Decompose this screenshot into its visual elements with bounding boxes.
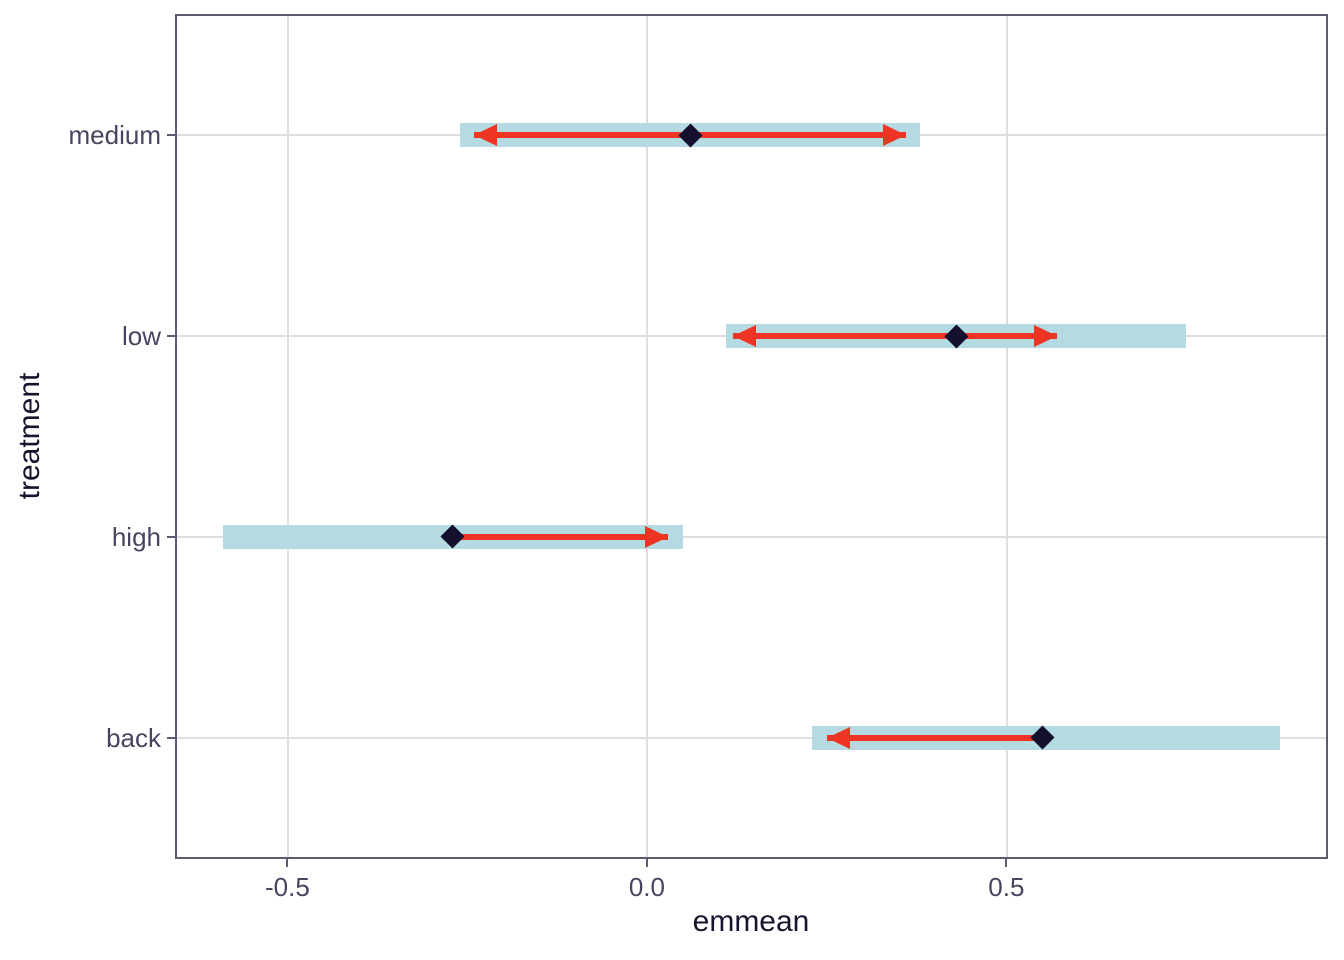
y-axis-tick: [167, 335, 175, 338]
y-tick-label: medium: [68, 120, 161, 151]
y-tick-label: back: [106, 722, 161, 753]
comparison-arrow-line: [826, 734, 1043, 741]
x-tick-label: -0.5: [265, 872, 310, 902]
x-axis-tick: [286, 859, 289, 867]
x-tick-label: 0.5: [988, 872, 1025, 902]
gridline-vertical: [286, 15, 289, 858]
y-tick-label: high: [111, 521, 161, 552]
gridline-vertical: [646, 15, 649, 858]
gridline-horizontal: [176, 736, 1327, 739]
comparison-arrow-line: [452, 533, 669, 540]
x-tick-label: 0.0: [628, 872, 665, 902]
comparison-arrow-line: [733, 333, 1057, 340]
x-axis-tick: [645, 859, 648, 867]
y-tick-label: low: [121, 321, 161, 352]
gridline-horizontal: [176, 535, 1327, 538]
y-axis-tick: [167, 134, 175, 137]
x-axis-title: emmean: [692, 905, 810, 938]
x-axis-tick: [1005, 859, 1008, 867]
gridline-vertical: [1005, 15, 1008, 858]
y-axis-tick: [167, 535, 175, 538]
y-axis-tick: [167, 736, 175, 739]
y-axis-title: treatment: [13, 372, 46, 500]
